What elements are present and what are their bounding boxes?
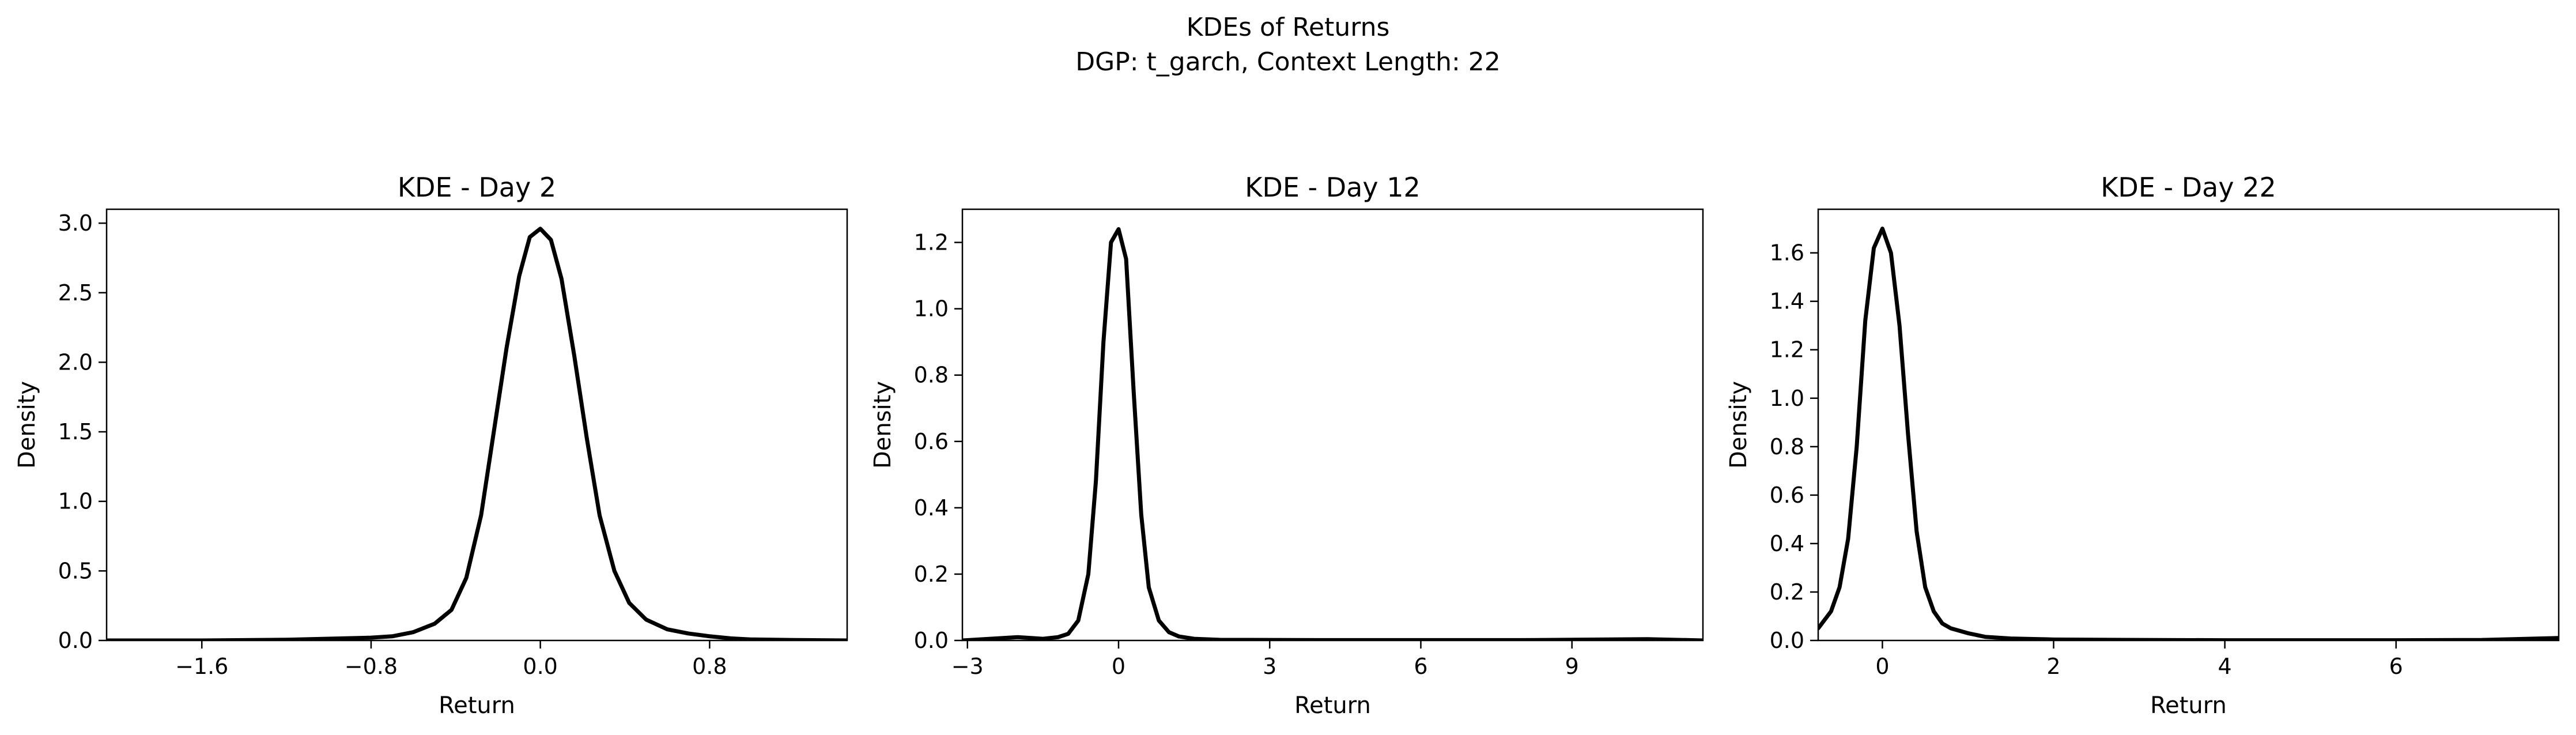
x-axis-label: Return — [1294, 692, 1371, 719]
y-tick-label: 1.6 — [1770, 240, 1804, 266]
y-tick-label: 0.0 — [914, 628, 949, 653]
x-tick-label: 6 — [1414, 654, 1427, 679]
x-tick-label: 6 — [2389, 654, 2403, 679]
y-tick-label: 0.0 — [1770, 628, 1804, 653]
x-tick-label: 0.8 — [692, 654, 727, 679]
subplot-title: KDE - Day 2 — [398, 172, 556, 203]
subplot-1: −1.6 −0.8 0.0 0.8 0.0 0.5 1.0 1.5 2.0 2.5 3.0 KDE -… — [14, 172, 848, 719]
axes-frame — [105, 208, 848, 642]
subplots: −1.6 −0.8 0.0 0.8 0.0 0.5 1.0 1.5 2.0 2.5 3.0 KDE -… — [14, 172, 2560, 719]
y-tick-label: 2.0 — [58, 349, 93, 375]
figure-title: KDEs of Returns — [1187, 13, 1390, 42]
x-tick-label: −3 — [951, 654, 984, 679]
kde-line-1 — [962, 227, 1703, 640]
kde-line-1 — [1818, 227, 2559, 640]
y-axis-label: Density — [1725, 381, 1752, 469]
x-axis-label: Return — [2150, 692, 2227, 719]
y-tick-label: 0.0 — [58, 628, 93, 653]
y-tick-label: 1.0 — [1770, 386, 1804, 411]
y-axis-label: Density — [870, 381, 896, 469]
x-tick-label: −0.8 — [345, 654, 398, 679]
y-tick-label: 0.5 — [58, 558, 93, 583]
y-tick-label: 0.2 — [914, 561, 949, 587]
y-tick-label: 1.2 — [914, 230, 949, 255]
figure-subtitle: DGP: t_garch, Context Length: 22 — [1075, 47, 1501, 77]
y-tick-label: 1.2 — [1770, 337, 1804, 363]
axes-frame — [1817, 208, 2560, 642]
subplot-title: KDE - Day 12 — [1245, 172, 1420, 203]
x-tick-label: 9 — [1565, 654, 1579, 679]
y-tick-label: 0.6 — [1770, 483, 1804, 508]
subplot-3: 0 2 4 6 0.0 0.2 0.4 0.6 0.8 1.0 1.2 1.4 1.6 KDE - Day… — [1725, 172, 2560, 719]
x-tick-label: 2 — [2046, 654, 2060, 679]
y-tick-label: 0.2 — [1770, 579, 1804, 605]
y-tick-label: 1.0 — [914, 296, 949, 322]
y-tick-label: 2.5 — [58, 280, 93, 306]
y-tick-label: 1.0 — [58, 489, 93, 514]
y-tick-label: 3.0 — [58, 210, 93, 236]
x-tick-label: 0.0 — [523, 654, 557, 679]
y-tick-label: 1.5 — [58, 419, 93, 444]
x-tick-label: −1.6 — [175, 654, 228, 679]
y-tick-label: 1.4 — [1770, 289, 1804, 314]
subplot-2: −3 0 3 6 9 0.0 0.2 0.4 0.6 0.8 1.0 1.2 KDE - Day 12 R… — [870, 172, 1704, 719]
y-tick-label: 0.4 — [914, 495, 949, 521]
subplot-title: KDE - Day 22 — [2101, 172, 2276, 203]
kde-line-1 — [107, 227, 847, 640]
y-tick-label: 0.6 — [914, 429, 949, 454]
y-tick-label: 0.8 — [1770, 434, 1804, 459]
x-tick-label: 4 — [2218, 654, 2232, 679]
x-tick-label: 3 — [1263, 654, 1276, 679]
y-axis-label: Density — [14, 381, 40, 469]
x-tick-label: 0 — [1112, 654, 1125, 679]
axes-frame — [961, 208, 1704, 642]
y-tick-label: 0.8 — [914, 363, 949, 388]
y-tick-label: 0.4 — [1770, 531, 1804, 556]
x-tick-label: 0 — [1875, 654, 1889, 679]
x-axis-label: Return — [439, 692, 515, 719]
